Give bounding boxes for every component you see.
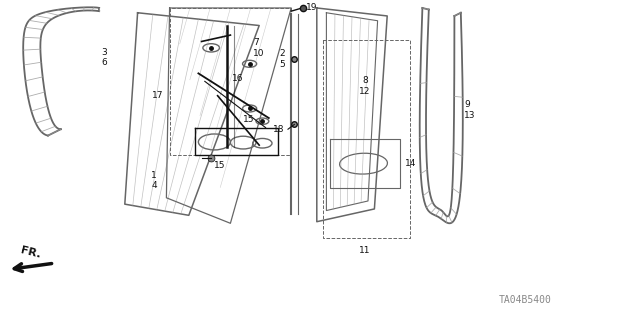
Text: 14: 14 — [404, 159, 416, 168]
Text: 1
4: 1 4 — [151, 171, 157, 190]
Text: 2
5: 2 5 — [279, 49, 285, 69]
Text: 19: 19 — [306, 4, 317, 12]
Text: 9
13: 9 13 — [464, 100, 476, 120]
Text: 16: 16 — [232, 74, 243, 83]
Text: 8
12: 8 12 — [359, 77, 371, 96]
Text: 11: 11 — [359, 246, 371, 255]
Text: 3
6: 3 6 — [101, 48, 107, 67]
Text: FR.: FR. — [20, 245, 42, 260]
Text: 17: 17 — [152, 91, 163, 100]
Text: 7
10: 7 10 — [253, 38, 264, 58]
Text: 15: 15 — [214, 161, 226, 170]
Text: 15: 15 — [243, 115, 255, 124]
Text: 18: 18 — [273, 125, 285, 134]
Text: TA04B5400: TA04B5400 — [499, 295, 551, 305]
